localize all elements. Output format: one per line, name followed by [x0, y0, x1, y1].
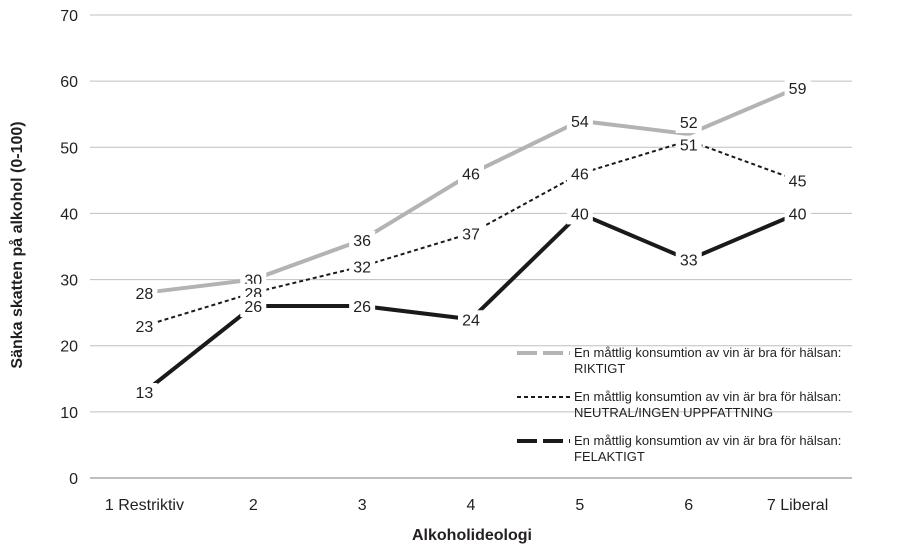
data-label: 24	[462, 312, 480, 329]
data-label-bg	[458, 310, 484, 331]
data-label: 26	[353, 299, 371, 316]
y-tick-label: 20	[60, 339, 78, 356]
data-label: 23	[136, 319, 154, 336]
data-label: 46	[571, 167, 589, 184]
data-label: 51	[680, 138, 698, 155]
y-axis-ticks: 0 10 20 30 40 50 60 70	[60, 8, 78, 488]
x-tick-label: 5	[575, 497, 584, 514]
data-label-bg	[566, 111, 593, 132]
legend-label-line2: NEUTRAL/INGEN UPPFATTNING	[574, 405, 773, 420]
x-axis-title: Alkoholideologi	[412, 527, 532, 544]
data-label-bg	[458, 224, 484, 245]
data-label-bg	[566, 164, 593, 185]
y-tick-label: 0	[69, 471, 78, 488]
x-tick-label: 4	[467, 497, 476, 514]
data-label-bg	[784, 78, 811, 99]
data-label-bg	[675, 250, 702, 271]
data-label: 26	[244, 299, 262, 316]
data-label: 45	[789, 173, 807, 190]
data-label: 36	[353, 233, 371, 250]
y-tick-label: 40	[60, 206, 78, 223]
y-axis-title: Sänka skatten på alkohol (0-100)	[8, 121, 26, 368]
data-label-bg	[349, 257, 376, 278]
data-label: 33	[680, 253, 698, 270]
data-label-bg	[784, 204, 811, 225]
grid-lines	[90, 14, 852, 479]
legend-label-line1: En måttlig konsumtion av vin är bra för …	[574, 345, 841, 360]
legend: En måttlig konsumtion av vin är bra för …	[517, 345, 841, 464]
data-label-bg	[675, 135, 702, 156]
legend-label-line2: FELAKTIGT	[574, 449, 645, 464]
data-label-bg	[240, 297, 267, 318]
y-tick-label: 30	[60, 273, 78, 290]
data-label-bg	[349, 230, 376, 251]
data-label-bg	[566, 204, 593, 225]
data-label-bg	[131, 283, 158, 304]
data-label: 54	[571, 114, 589, 131]
data-label-bg	[131, 316, 158, 337]
x-tick-label: 6	[684, 497, 693, 514]
x-tick-label: 3	[358, 497, 367, 514]
y-tick-label: 10	[60, 405, 78, 422]
data-label: 40	[571, 206, 589, 223]
y-tick-label: 50	[60, 140, 78, 157]
y-tick-label: 70	[60, 8, 78, 25]
data-label: 32	[353, 259, 371, 276]
data-label: 28	[136, 286, 154, 303]
data-label: 40	[789, 206, 807, 223]
legend-label-line1: En måttlig konsumtion av vin är bra för …	[574, 433, 841, 448]
data-label: 13	[136, 385, 154, 402]
data-label-bg	[458, 164, 484, 185]
data-label: 52	[680, 115, 698, 132]
legend-label-line2: RIKTIGT	[574, 361, 625, 376]
data-label: 37	[462, 226, 480, 243]
x-tick-label: 2	[249, 497, 258, 514]
y-tick-label: 60	[60, 74, 78, 91]
data-label-bg	[675, 113, 702, 134]
x-axis-ticks: 1 Restriktiv 2 3 4 5 6 7 Liberal	[105, 497, 828, 514]
x-tick-label: 1 Restriktiv	[105, 497, 184, 514]
data-label: 59	[789, 81, 807, 98]
data-label-bg	[784, 171, 811, 192]
x-tick-label: 7 Liberal	[767, 497, 828, 514]
data-label: 46	[462, 167, 480, 184]
legend-label-line1: En måttlig konsumtion av vin är bra för …	[574, 389, 841, 404]
data-label-bg	[131, 383, 158, 404]
data-label-bg	[349, 297, 376, 318]
